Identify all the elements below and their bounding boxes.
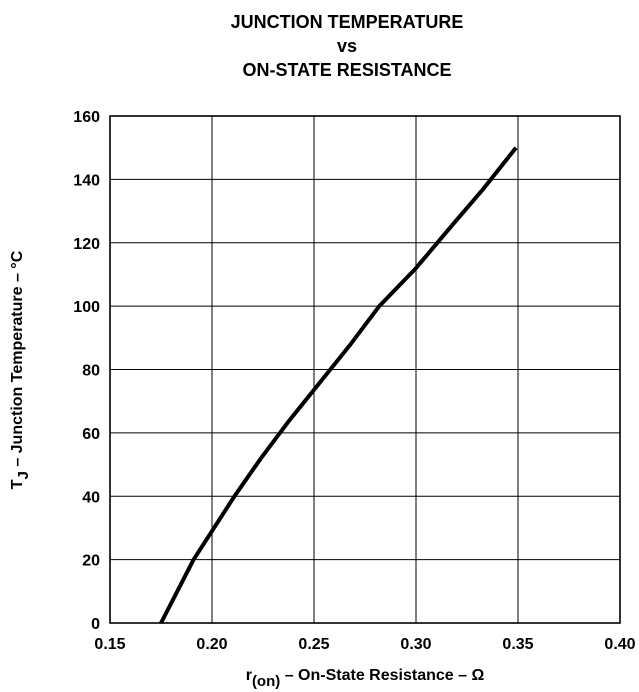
x-tick-label: 0.20 xyxy=(196,636,227,653)
series-line xyxy=(159,146,518,624)
x-tick-label: 0.15 xyxy=(94,636,125,653)
x-tick-label: 0.30 xyxy=(400,636,431,653)
y-tick-label: 40 xyxy=(82,489,100,506)
x-axis-label-rest: – On-State Resistance – Ω xyxy=(280,667,484,684)
title-line-2: vs xyxy=(337,36,357,56)
y-tick-label: 80 xyxy=(82,363,100,380)
x-tick-label: 0.35 xyxy=(502,636,533,653)
y-axis-label: TJ – Junction Temperature – °C xyxy=(9,250,32,489)
x-tick-labels: 0.15 0.20 0.25 0.30 0.35 0.40 xyxy=(94,636,635,653)
y-tick-label: 120 xyxy=(73,236,100,253)
plot-frame xyxy=(109,115,621,624)
title-line-3: ON-STATE RESISTANCE xyxy=(242,60,451,80)
y-tick-label: 140 xyxy=(73,172,100,189)
y-tick-label: 100 xyxy=(73,299,100,316)
y-tick-label: 0 xyxy=(91,616,100,633)
x-tick-label: 0.25 xyxy=(298,636,329,653)
x-axis-label: r(on) – On-State Resistance – Ω xyxy=(246,667,485,690)
y-tick-labels: 0 20 40 60 80 100 120 140 160 xyxy=(73,109,100,633)
y-axis-label-main: T xyxy=(9,479,26,489)
x-axis-label-main: r xyxy=(246,667,252,684)
y-tick-label: 60 xyxy=(82,426,100,443)
y-axis-label-rest: – Junction Temperature – °C xyxy=(9,250,26,471)
grid-lines xyxy=(109,115,621,624)
title-line-1: JUNCTION TEMPERATURE xyxy=(231,12,464,32)
x-tick-label: 0.40 xyxy=(604,636,635,653)
y-tick-label: 20 xyxy=(82,553,100,570)
x-axis-label-sub: (on) xyxy=(252,673,280,690)
y-axis-label-sub: J xyxy=(15,471,32,479)
y-tick-label: 160 xyxy=(73,109,100,126)
chart-title: JUNCTION TEMPERATURE vs ON-STATE RESISTA… xyxy=(231,12,464,80)
